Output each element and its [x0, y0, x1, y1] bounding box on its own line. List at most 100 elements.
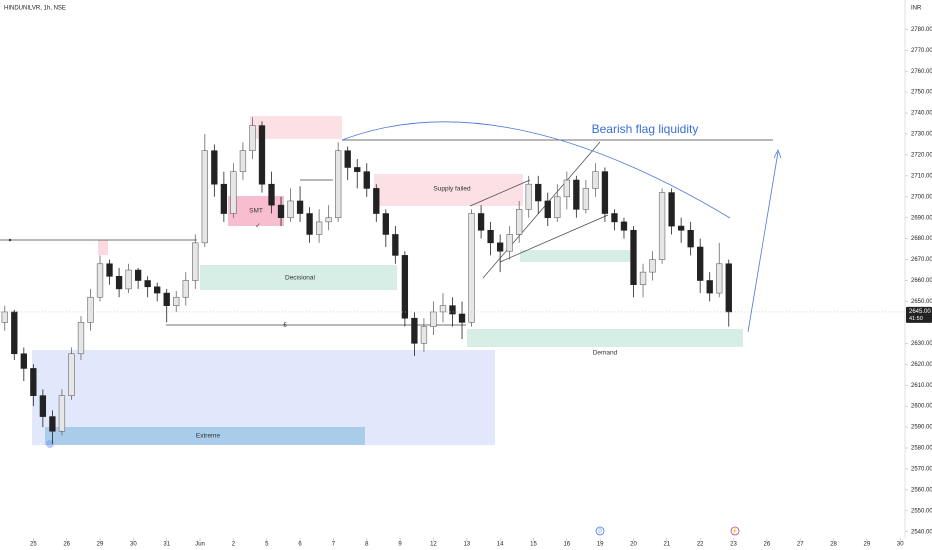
dividend-label[interactable]: D [598, 528, 602, 534]
y-tick-label: 2650.00 [911, 299, 932, 305]
x-tick-label: 13 [463, 542, 470, 548]
price-tag-label: 2645.00 [909, 309, 931, 315]
candle-body [382, 213, 389, 235]
candle-body [525, 183, 532, 210]
level-label: £ [283, 322, 287, 329]
candle-body [697, 246, 704, 281]
earnings-marker[interactable] [730, 526, 740, 536]
y-tick-label: 2550.00 [911, 508, 932, 514]
candle-body [411, 317, 418, 344]
y-tick-label: 2750.00 [911, 90, 932, 96]
candle-body [535, 183, 542, 202]
y-tick-label: 2730.00 [911, 132, 932, 138]
x-tick-label: 31 [163, 542, 170, 548]
countdown-label: 41:50 [909, 316, 923, 322]
candle-body [154, 286, 161, 294]
candle-body [449, 305, 456, 315]
y-tick-label: 2740.00 [911, 111, 932, 117]
extreme-zone [32, 350, 495, 445]
candle-body [420, 326, 428, 344]
candle-body [630, 229, 637, 286]
y-tick-label: 2660.00 [911, 278, 932, 284]
y-tick-label: 2780.00 [911, 27, 932, 33]
candle-body [611, 213, 618, 223]
candle-body [68, 353, 75, 396]
candle-body [87, 296, 94, 323]
y-tick-label: 2670.00 [911, 257, 932, 263]
candle-body [325, 217, 332, 223]
channel-line [469, 179, 531, 207]
demand-zone [467, 329, 743, 347]
y-tick-label: 2630.00 [911, 341, 932, 347]
candle-body [620, 221, 628, 231]
candle-body [554, 196, 561, 219]
supply-zone [374, 174, 523, 206]
x-tick-label: 2 [232, 542, 236, 548]
candle-body [258, 125, 266, 185]
earnings-label[interactable]: ⚡ [732, 527, 738, 534]
x-tick-label: 19 [597, 542, 604, 548]
candle-body [687, 229, 694, 248]
x-tick-label: 29 [97, 542, 104, 548]
candle-body [639, 271, 647, 286]
candle-body [115, 276, 123, 290]
candle-body [306, 213, 313, 235]
price-tag [906, 306, 932, 323]
x-tick-label: 27 [797, 542, 804, 548]
y-tick-label: 2570.00 [911, 466, 932, 472]
y-tick-label: 2720.00 [911, 152, 932, 158]
check-label: ✓ [255, 223, 260, 230]
x-tick-label: 26 [63, 542, 70, 548]
candle-body [335, 150, 342, 219]
candle-body [134, 269, 142, 281]
candle-body [220, 183, 228, 214]
candle-body [344, 150, 351, 168]
candle-body [144, 280, 151, 288]
x-tick-label: 9 [398, 542, 402, 548]
candle-body [677, 225, 685, 231]
x-tick-label: 21 [663, 542, 670, 548]
flag-zone [520, 250, 632, 262]
candle-body [106, 263, 113, 277]
x-tick-label: 7 [332, 542, 336, 548]
y-tick-label: 2760.00 [911, 69, 932, 75]
x-tick-label: 6 [298, 542, 302, 548]
channel-line [499, 214, 609, 263]
candle-body [163, 292, 170, 306]
candle-body [563, 179, 570, 198]
candle-body [77, 322, 85, 355]
candle-body [182, 280, 189, 298]
smt-label: SMT [249, 208, 263, 215]
y-tick-label: 2580.00 [911, 446, 932, 452]
y-tick-label: 2690.00 [911, 215, 932, 221]
candle-body [315, 221, 323, 235]
candle-body [58, 395, 66, 432]
x-tick-label: 15 [530, 542, 537, 548]
smt-zone [228, 196, 284, 226]
candle-body [706, 280, 713, 294]
candle-body [430, 311, 437, 327]
x-tick-label: 23 [730, 542, 737, 548]
x-tick-label: 28 [830, 542, 837, 548]
currency: INR [911, 6, 922, 12]
dividend-marker[interactable] [595, 526, 605, 536]
candle-body [458, 313, 466, 323]
arrow-head [773, 149, 782, 159]
x-tick-label: 20 [630, 542, 637, 548]
candle-body [668, 192, 675, 227]
flag-label: Bearish flag liquidity [592, 122, 699, 136]
x-tick-label: 12 [430, 542, 437, 548]
candle-body [544, 200, 551, 219]
candles [1, 117, 732, 444]
x-tick-label: Jun [195, 542, 205, 548]
candle-body [201, 150, 208, 244]
supply-label: Supply failed [433, 186, 471, 193]
candle-body [11, 311, 18, 355]
candle-body [287, 200, 294, 219]
supply-top-zone [250, 116, 342, 139]
candle-body [573, 179, 580, 210]
candle-body [173, 296, 180, 306]
candle-body [277, 204, 285, 219]
y-tick-label: 2600.00 [911, 404, 932, 410]
